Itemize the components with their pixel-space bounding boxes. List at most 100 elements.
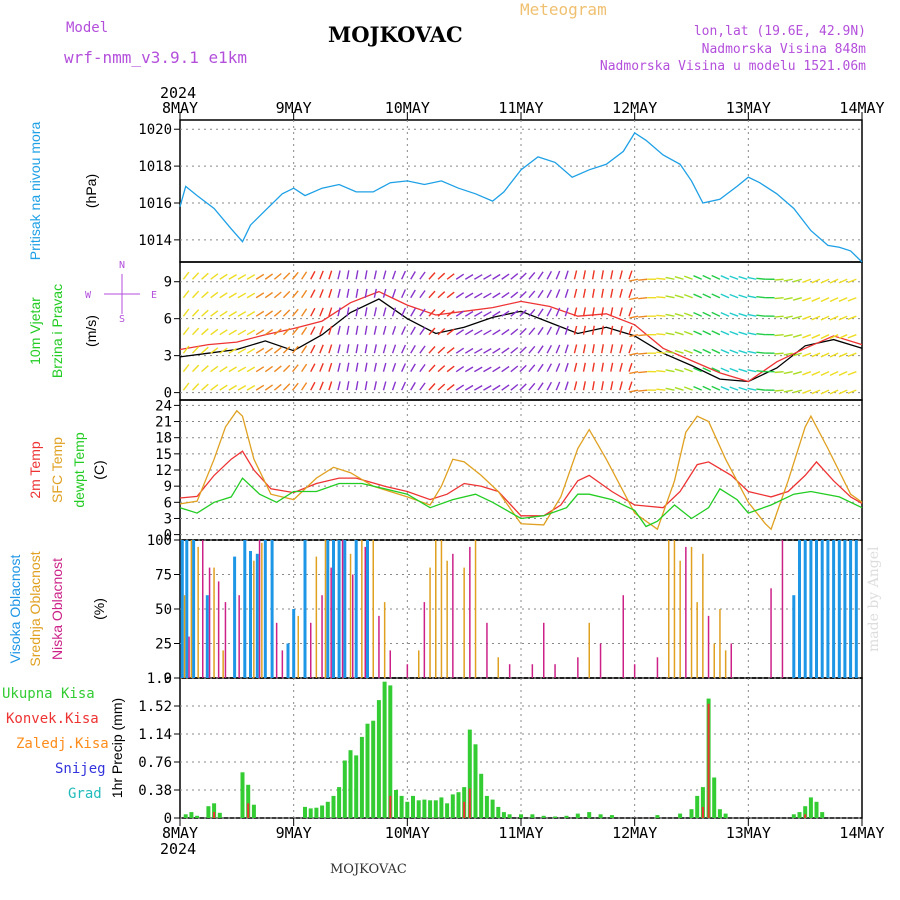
wind-barb bbox=[629, 370, 639, 375]
wind-barb bbox=[291, 382, 299, 391]
wind-barb bbox=[683, 367, 693, 373]
wind-barb bbox=[328, 288, 333, 298]
day-label-bottom: 10MAY bbox=[385, 824, 430, 842]
wind-barb bbox=[437, 272, 446, 280]
wind-barb bbox=[373, 362, 377, 372]
wind-barb bbox=[720, 367, 730, 373]
wind-barb bbox=[738, 312, 748, 317]
wind-barb bbox=[720, 275, 730, 280]
series-line-temperature-2 bbox=[179, 477, 863, 528]
wind-barb bbox=[628, 325, 633, 335]
wind-barb bbox=[483, 366, 492, 373]
wind-barb bbox=[610, 381, 614, 391]
wind-barb bbox=[656, 333, 666, 336]
precip-bar bbox=[394, 790, 398, 818]
wind-barb bbox=[492, 366, 501, 373]
wind-barb bbox=[720, 293, 730, 299]
cloud-bar bbox=[286, 643, 290, 678]
wind-barb bbox=[756, 333, 766, 336]
wind-barb bbox=[182, 271, 190, 280]
cloud-bar bbox=[224, 602, 227, 678]
y-tick-label: 1020 bbox=[138, 122, 172, 138]
wind-barb bbox=[219, 273, 228, 280]
cloud-bar bbox=[577, 657, 579, 678]
wind-barb bbox=[319, 381, 324, 391]
wind-barb bbox=[528, 382, 536, 391]
wind-barb bbox=[838, 297, 848, 302]
wind-barb bbox=[838, 371, 848, 376]
wind-barb bbox=[738, 386, 748, 391]
wind-axis-label-2: Brzina i Pravac bbox=[49, 284, 65, 378]
wind-barb bbox=[792, 370, 802, 375]
wind-barb bbox=[802, 352, 812, 357]
year-top: 2024 bbox=[160, 84, 197, 102]
cloud-bar bbox=[249, 551, 252, 678]
cloud-bar bbox=[497, 657, 499, 678]
wind-barb bbox=[182, 345, 190, 354]
wind-barb bbox=[437, 383, 446, 391]
wind-barb bbox=[219, 310, 228, 317]
meteogram-title: Meteogram bbox=[520, 0, 607, 19]
wind-barb bbox=[564, 288, 569, 298]
wind-barb bbox=[219, 292, 228, 299]
wind-barb bbox=[601, 325, 604, 335]
wind-barb bbox=[319, 289, 324, 298]
cloud-bar bbox=[349, 553, 352, 678]
wind-barb bbox=[711, 311, 721, 317]
wind-barb bbox=[273, 309, 282, 317]
temp-unit-label: (C) bbox=[91, 460, 107, 479]
precip-bar bbox=[445, 803, 450, 818]
wind-barb bbox=[792, 315, 802, 320]
wind-barb bbox=[756, 351, 766, 354]
wind-barb bbox=[264, 273, 274, 280]
wind-barb bbox=[537, 382, 544, 391]
cloud-bar bbox=[202, 540, 204, 678]
wind-barb bbox=[455, 310, 465, 317]
wind-barb bbox=[774, 370, 784, 374]
wind-barb bbox=[591, 288, 595, 298]
precip-bar bbox=[195, 815, 200, 818]
cloud-bar bbox=[243, 540, 247, 678]
high-cloud-label: Visoka Oblacnost bbox=[7, 555, 23, 664]
cloud-bar bbox=[418, 650, 420, 678]
wind-barb bbox=[619, 325, 623, 335]
wind-barb bbox=[582, 307, 586, 317]
wind-barb bbox=[829, 315, 839, 321]
wind-barb bbox=[510, 291, 519, 299]
wind-barb bbox=[401, 363, 407, 372]
wind-barb bbox=[319, 326, 324, 335]
cloud-bar bbox=[310, 622, 312, 678]
tick-labels: 8MAY 8MAY 9MAY 9MAY 10MAY 10MAY 11MAY 11MAY 12MA… bbox=[7, 99, 885, 842]
cloud-bar bbox=[361, 540, 363, 678]
cloud-bar bbox=[469, 546, 471, 678]
wind-barb bbox=[191, 327, 200, 336]
cloud-bar bbox=[213, 567, 215, 678]
wind-barb bbox=[847, 278, 857, 284]
cloud-bar bbox=[263, 540, 267, 678]
wind-barb bbox=[564, 362, 569, 372]
wind-barb bbox=[201, 291, 209, 299]
legend-freezing-rain: Zaledj.Kisa bbox=[16, 736, 109, 752]
wind-barb bbox=[729, 349, 739, 354]
cloud-bar bbox=[354, 540, 358, 678]
precip-bar bbox=[320, 805, 325, 818]
wind-barb bbox=[255, 310, 265, 317]
cloud-bar bbox=[474, 540, 477, 678]
precip-bar bbox=[303, 806, 307, 818]
wind-barb bbox=[282, 327, 291, 336]
wind-barb bbox=[501, 273, 510, 280]
model-altitude-label: Nadmorska Visina u modelu 1521.06m bbox=[599, 59, 866, 74]
wind-barb bbox=[802, 371, 812, 376]
wind-barb bbox=[693, 330, 703, 336]
wind-barb bbox=[210, 347, 219, 354]
wind-barb bbox=[747, 295, 757, 299]
precip-bar bbox=[308, 808, 313, 818]
wind-barb bbox=[619, 362, 623, 372]
wind-barb bbox=[337, 344, 341, 354]
wind-barb bbox=[337, 325, 341, 335]
wind-barb bbox=[829, 334, 839, 340]
wind-barb bbox=[455, 366, 465, 373]
cloud-bar bbox=[423, 602, 426, 678]
wind-barb bbox=[428, 290, 436, 299]
wind-barb bbox=[693, 385, 703, 391]
